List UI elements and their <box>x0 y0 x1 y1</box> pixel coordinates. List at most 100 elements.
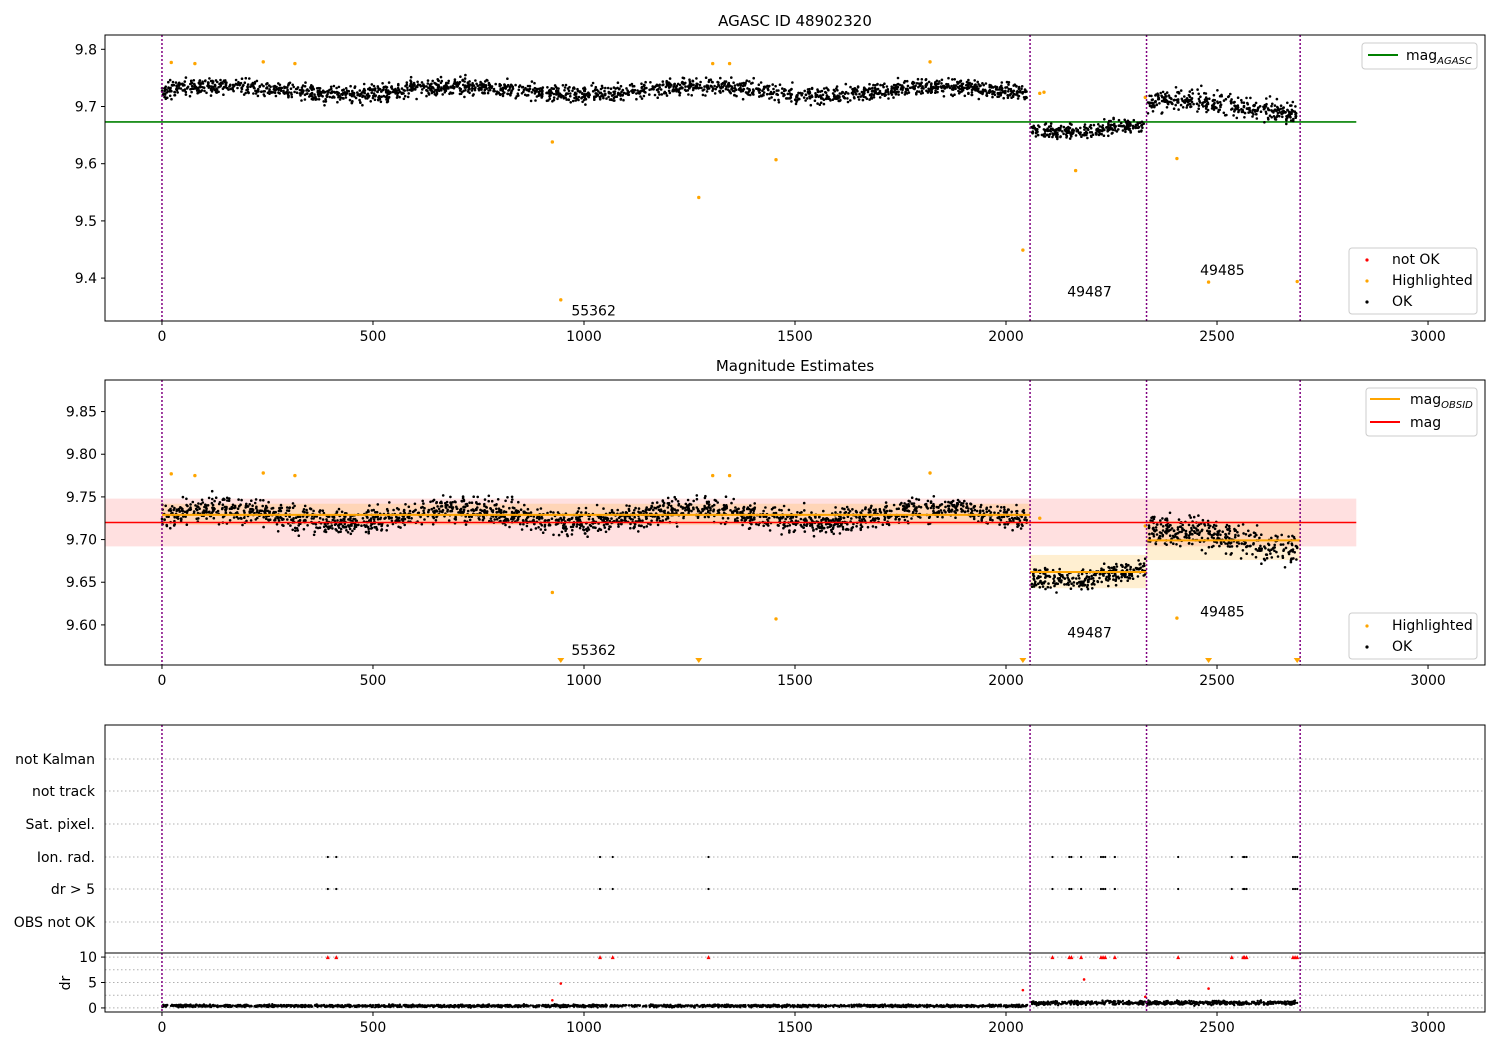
ok-point <box>1279 107 1282 111</box>
ok-point <box>533 86 537 90</box>
ok-point <box>293 90 296 94</box>
ok-point <box>266 82 269 85</box>
ok-point <box>599 91 603 95</box>
ok-point <box>741 97 745 101</box>
ok-point <box>842 516 846 520</box>
ok-point <box>163 92 166 95</box>
y-tick-label: 9.7 <box>75 100 97 116</box>
ok-point <box>815 527 818 531</box>
ok-point <box>967 78 970 82</box>
ok-point <box>850 517 853 520</box>
ok-point <box>1218 100 1222 104</box>
ok-point <box>295 527 299 530</box>
ok-point <box>811 526 814 529</box>
ok-point <box>1206 108 1210 112</box>
ok-point <box>691 79 694 83</box>
ok-point <box>509 92 512 96</box>
ok-point <box>816 102 819 105</box>
ok-point <box>375 528 379 531</box>
ok-point <box>214 496 218 500</box>
ok-point <box>291 506 295 510</box>
ok-point <box>1172 107 1176 110</box>
ok-point <box>917 505 921 508</box>
ok-point <box>692 499 695 503</box>
ok-point <box>526 84 530 88</box>
ok-point <box>1011 528 1014 532</box>
ok-point <box>612 90 615 94</box>
ok-point <box>746 87 749 90</box>
ok-point <box>973 508 977 512</box>
ok-point <box>1112 565 1116 569</box>
ok-point <box>991 95 994 99</box>
ok-point <box>940 86 943 90</box>
ok-point <box>974 83 977 86</box>
ok-point <box>1010 90 1014 94</box>
x-tick-label: 0 <box>158 329 167 345</box>
ok-point <box>384 95 388 99</box>
ok-point <box>169 507 172 511</box>
ok-point <box>1197 92 1200 96</box>
ok-point <box>723 505 726 509</box>
ok-point <box>871 86 874 90</box>
ok-point <box>707 505 710 509</box>
ok-point <box>483 88 487 92</box>
ok-point <box>1292 119 1295 123</box>
ok-point <box>638 90 642 93</box>
ok-point <box>540 88 544 91</box>
ok-point <box>595 88 599 92</box>
ok-point <box>612 99 615 102</box>
ok-point <box>524 518 528 521</box>
ok-point <box>874 84 877 87</box>
ok-point <box>794 102 798 106</box>
ok-point <box>730 76 733 79</box>
ok-point <box>467 515 471 518</box>
ok-point <box>1164 92 1167 96</box>
ok-point <box>753 516 756 519</box>
ok-point <box>1044 587 1047 591</box>
ok-point <box>927 80 931 84</box>
ok-point <box>795 95 799 98</box>
ok-point <box>415 97 418 101</box>
ok-point <box>1064 127 1068 131</box>
mag-agasc-legend-label: magAGASC <box>1406 48 1472 67</box>
ok-point <box>819 529 822 533</box>
ok-point <box>458 92 462 96</box>
ok-point <box>436 85 440 89</box>
ok-point <box>897 93 900 96</box>
ok-point <box>1007 90 1010 93</box>
x-tick-label: 1500 <box>777 329 813 345</box>
ok-point <box>791 81 794 84</box>
ok-point <box>1174 94 1177 98</box>
ok-point <box>1278 111 1282 114</box>
ok-point <box>631 91 635 94</box>
ok-point <box>666 515 669 518</box>
ok-point <box>432 506 436 510</box>
ok-point <box>462 510 466 513</box>
ok-point <box>924 78 928 81</box>
ok-point <box>235 515 239 519</box>
ok-point <box>533 81 536 85</box>
ok-point <box>258 509 262 512</box>
ok-point <box>988 85 991 89</box>
ok-point <box>927 90 930 93</box>
ok-point <box>370 83 374 86</box>
ok-point <box>219 81 223 85</box>
ok-point <box>707 500 710 504</box>
ok-point <box>758 91 761 94</box>
ok-point <box>530 91 534 94</box>
ok-point <box>468 87 471 91</box>
ok-point <box>826 517 830 521</box>
ok-point <box>357 523 360 527</box>
ok-point <box>510 510 514 514</box>
ok-point <box>217 523 221 526</box>
ok-point <box>314 95 317 99</box>
ok-point <box>1213 106 1216 110</box>
ok-point <box>462 498 466 502</box>
ok-point <box>390 87 394 90</box>
ok-point <box>305 511 309 514</box>
ok-point <box>163 518 166 522</box>
ok-point <box>230 507 233 511</box>
ok-point <box>437 89 441 93</box>
ok-point <box>963 499 966 503</box>
ok-point <box>691 88 695 92</box>
